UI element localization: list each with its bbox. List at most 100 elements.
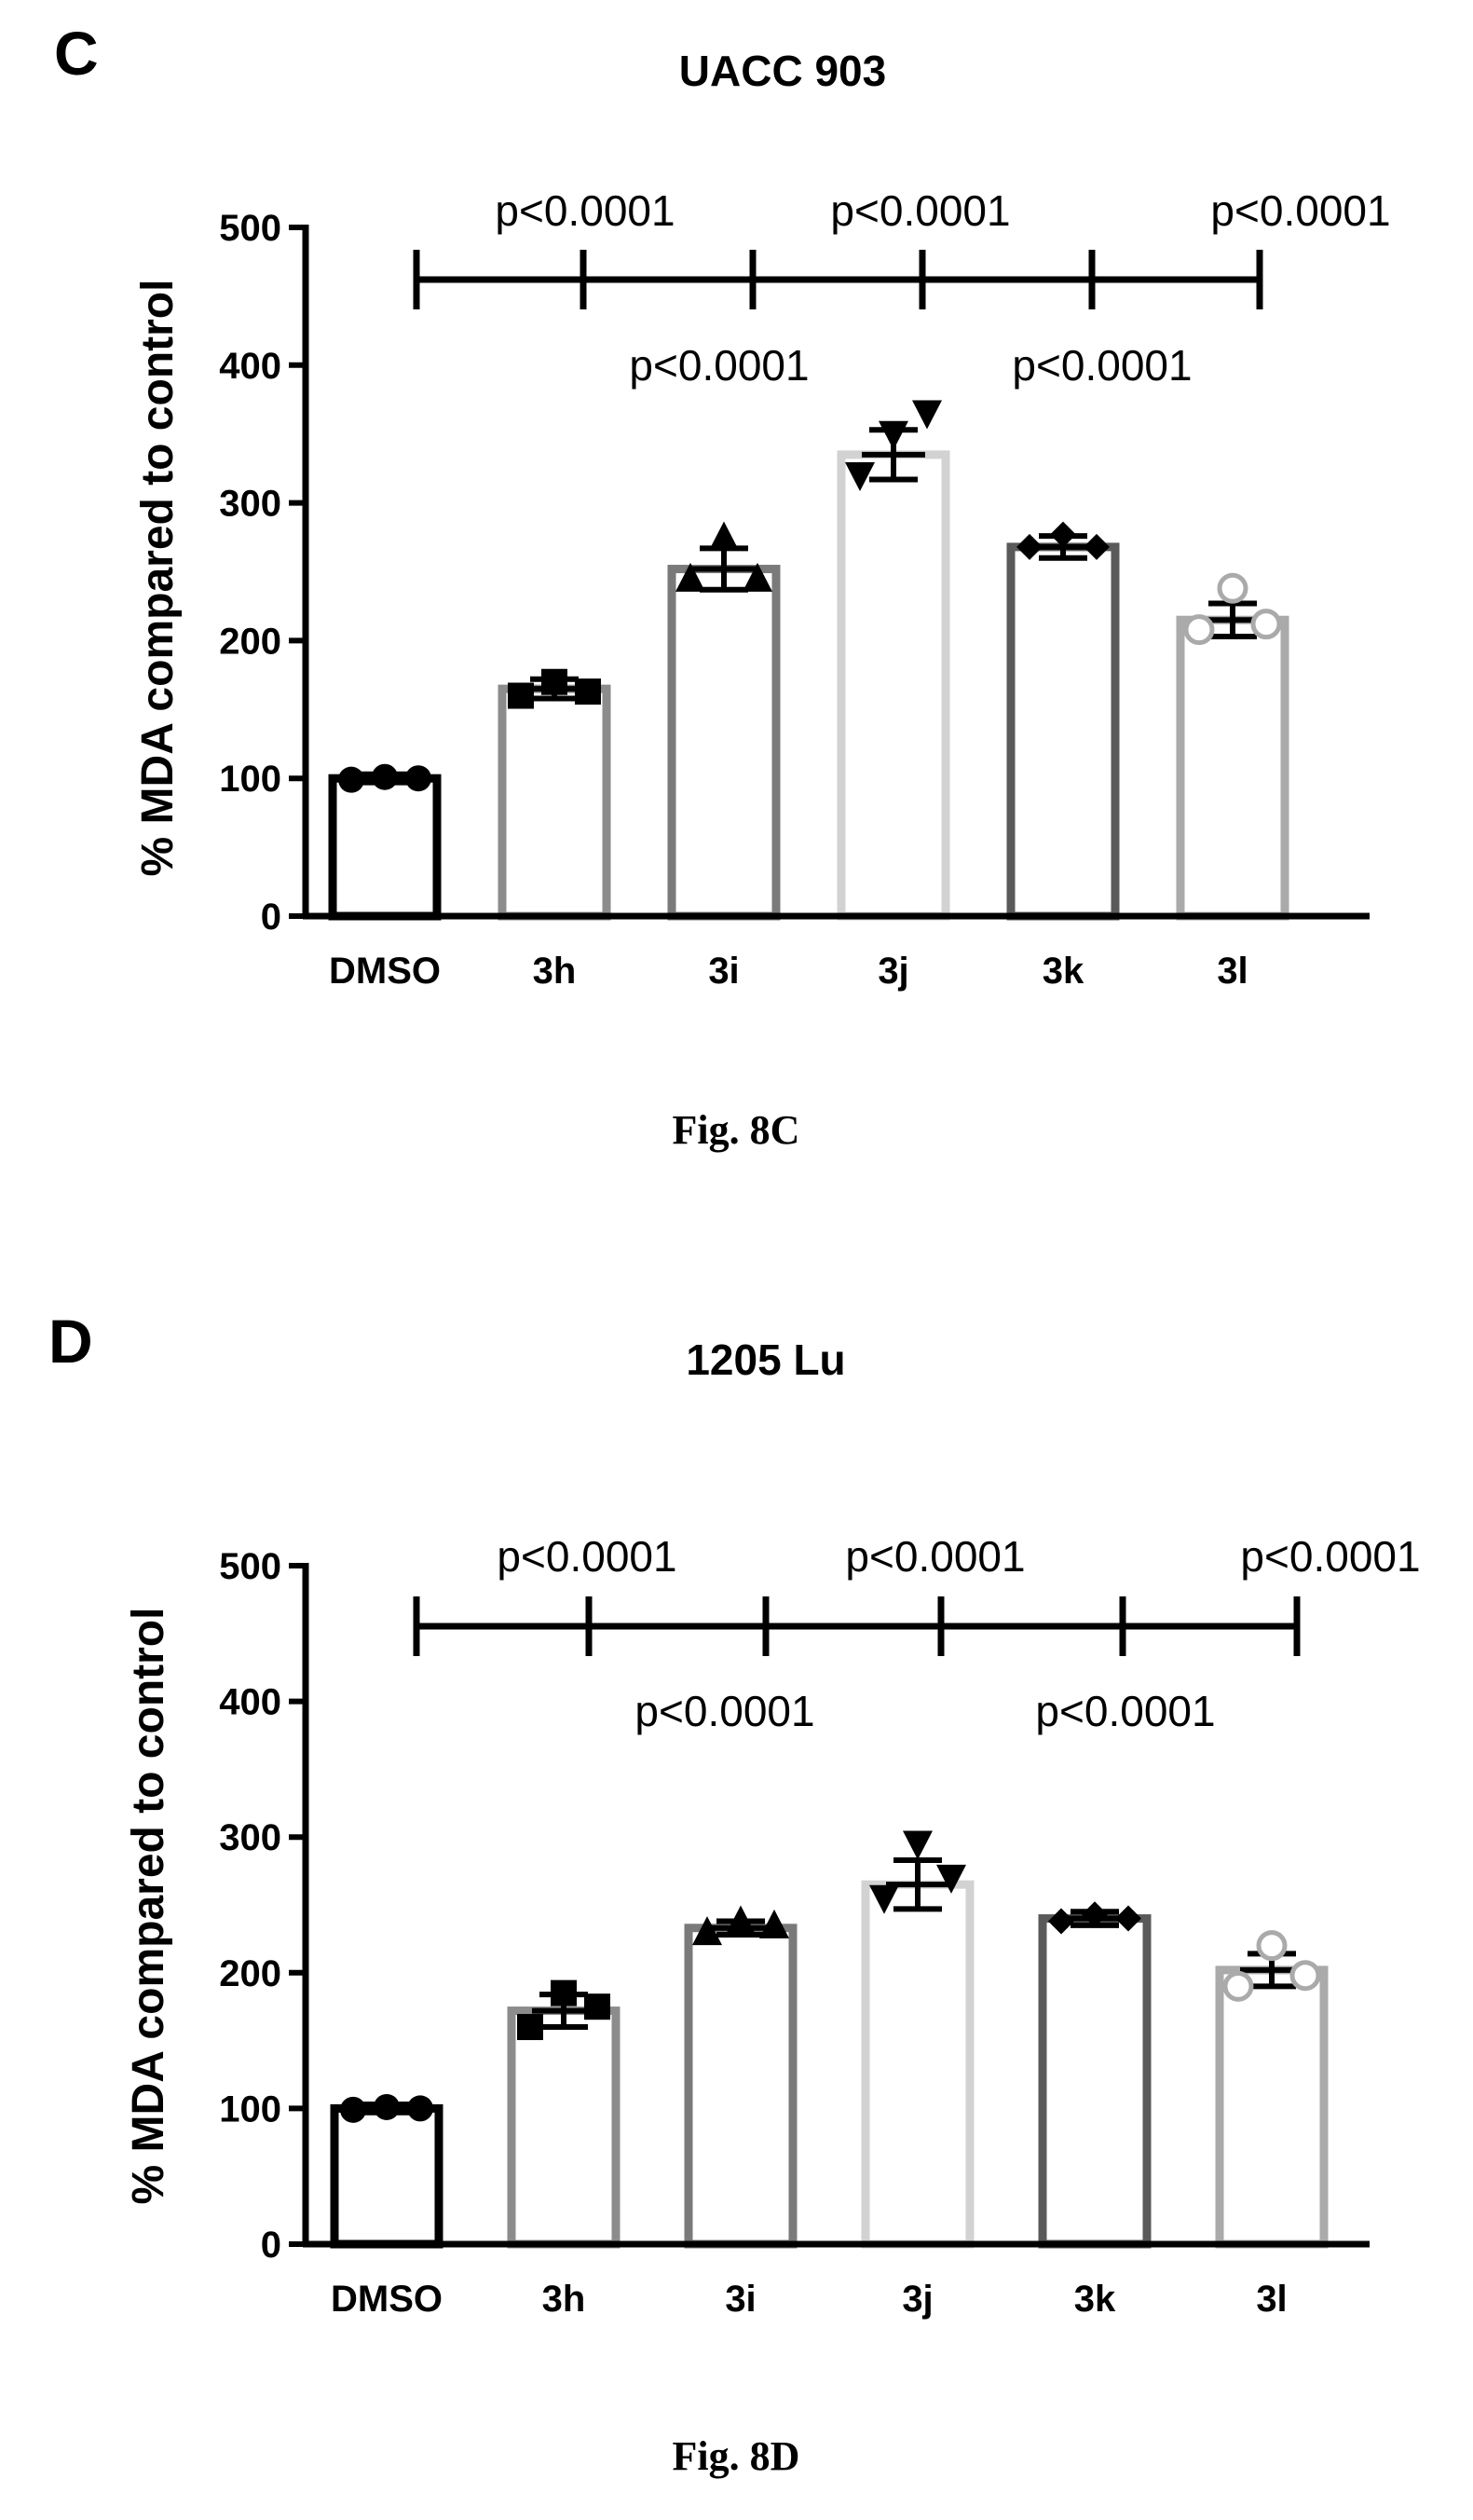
y-tick-label: 300 — [219, 1817, 281, 1858]
x-tick-label: DMSO — [329, 951, 441, 992]
y-tick-label: 200 — [219, 1953, 281, 1994]
p-value-label: p<0.0001 — [634, 1687, 814, 1735]
y-tick-label: 500 — [219, 208, 281, 249]
data-point — [709, 521, 739, 551]
data-point — [1256, 1930, 1288, 1962]
data-point — [1016, 533, 1043, 560]
y-tick-label: 300 — [219, 484, 281, 525]
p-value-label: p<0.0001 — [495, 186, 675, 235]
panel-letter: C — [54, 19, 99, 88]
data-point — [405, 765, 431, 792]
bars — [328, 427, 1289, 921]
x-tick-label: 3l — [1217, 951, 1248, 992]
data-point — [726, 1905, 756, 1935]
y-tick-label: 100 — [219, 759, 281, 800]
data-point — [1115, 1905, 1141, 1932]
p-value-label: p<0.0001 — [1210, 186, 1390, 235]
y-tick-label: 0 — [261, 2225, 281, 2266]
p-value-label: p<0.0001 — [629, 341, 809, 390]
data-point — [551, 1979, 577, 2006]
data-point — [743, 562, 772, 592]
x-tick-label: 3i — [708, 951, 739, 992]
data-point — [575, 678, 601, 705]
bar — [330, 2103, 443, 2249]
p-value-label: p<0.0001 — [830, 186, 1010, 235]
data-point — [338, 766, 364, 793]
axes — [302, 1563, 1370, 2248]
x-tick-label: 3j — [902, 2279, 933, 2320]
panel-letter: D — [48, 1307, 93, 1376]
y-tick-label: 100 — [219, 2089, 281, 2130]
data-point — [1250, 609, 1282, 640]
x-tick-label: 3h — [542, 2279, 586, 2320]
x-tick-label: 3k — [1074, 2279, 1116, 2320]
x-tick-labels: DMSO 3h 3i 3j 3k 3l — [331, 2279, 1288, 2320]
y-tick-label: 400 — [219, 346, 281, 387]
y-axis-label: % MDA compared to control — [124, 1608, 173, 2205]
data-point — [675, 562, 705, 592]
bar — [861, 1880, 975, 2249]
bar — [1006, 542, 1120, 921]
x-tick-labels: DMSO 3h 3i 3j 3k 3l — [329, 951, 1248, 992]
data-points — [338, 400, 1282, 793]
bar — [1038, 1914, 1152, 2249]
data-point — [340, 2096, 366, 2123]
data-point — [759, 1909, 789, 1938]
p-value-label: p<0.0001 — [1012, 341, 1192, 390]
data-point — [541, 668, 567, 695]
y-ticks: 0 100 200 300 400 500 — [219, 1546, 306, 2266]
y-tick-label: 400 — [219, 1682, 281, 1723]
x-tick-label: 3j — [878, 951, 908, 992]
bar — [684, 1924, 798, 2249]
data-point — [1222, 1970, 1254, 2002]
data-point — [1217, 572, 1248, 604]
y-ticks: 0 100 200 300 400 500 — [219, 208, 306, 938]
data-point — [903, 1830, 933, 1860]
data-point — [912, 400, 942, 430]
data-point — [508, 682, 534, 709]
data-point — [1289, 1960, 1321, 1992]
data-point — [869, 1884, 899, 1914]
data-point — [879, 420, 908, 450]
y-tick-label: 500 — [219, 1546, 281, 1587]
data-point — [372, 763, 398, 790]
data-point — [374, 2093, 400, 2120]
x-tick-label: 3k — [1043, 951, 1084, 992]
data-point — [517, 2014, 543, 2041]
chart-panel-c: C UACC 903 % MDA compared to control p<0… — [54, 19, 1391, 1153]
p-value-label: p<0.0001 — [497, 1532, 676, 1581]
comparisons: p<0.0001 p<0.0001 p<0.0001 p<0.0001 p<0.… — [413, 1532, 1421, 1735]
bar — [328, 774, 442, 921]
chart-title: UACC 903 — [679, 47, 886, 95]
bar — [837, 450, 950, 921]
p-value-label: p<0.0001 — [1240, 1532, 1420, 1581]
y-axis-label: % MDA compared to control — [133, 280, 183, 877]
chart-panel-d: D 1205 Lu % MDA compared to control p<0.… — [48, 1307, 1421, 2479]
bar — [507, 2006, 621, 2249]
data-points — [340, 1830, 1321, 2123]
data-point — [407, 2095, 433, 2122]
bar — [1215, 1965, 1329, 2249]
bars — [330, 1856, 1329, 2249]
data-point — [692, 1916, 722, 1946]
y-tick-label: 200 — [219, 621, 281, 662]
x-tick-label: 3h — [533, 951, 577, 992]
x-tick-label: DMSO — [331, 2279, 443, 2320]
data-point — [1183, 614, 1215, 646]
bar — [498, 684, 611, 921]
data-point — [1050, 521, 1076, 548]
x-tick-label: 3l — [1256, 2279, 1287, 2320]
y-tick-label: 0 — [261, 897, 281, 938]
figure-caption: Fig. 8D — [673, 2433, 800, 2479]
axes — [302, 225, 1370, 920]
p-value-label: p<0.0001 — [1035, 1687, 1215, 1735]
data-point — [936, 1864, 966, 1894]
data-point — [584, 1993, 610, 2020]
bar — [1176, 615, 1289, 921]
data-point — [1084, 533, 1110, 560]
x-tick-label: 3i — [725, 2279, 756, 2320]
comparisons: p<0.0001 p<0.0001 p<0.0001 p<0.0001 p<0.… — [413, 186, 1391, 390]
data-point — [1082, 1901, 1108, 1928]
bar — [667, 565, 781, 921]
